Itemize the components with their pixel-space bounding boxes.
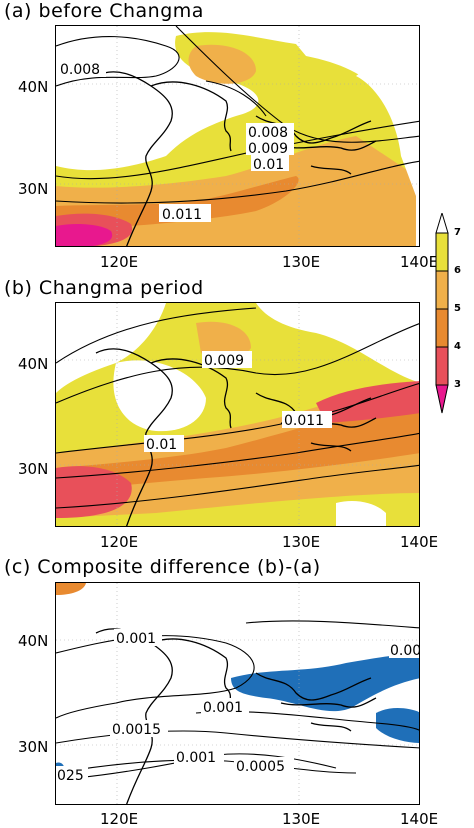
panel-a-map: 0.008 0.008 0.009 0.01 0.011 [55,25,420,247]
panel-b-lat-30n: 30N [18,460,49,478]
colorbar-segment-orange [435,308,449,348]
panel-b-contour-label-1: 0.009 [204,353,244,369]
colorbar-segment-top [435,211,449,234]
panel-b-lon-130e: 130E [282,533,321,551]
colorbar-label-4: 4 [454,341,461,352]
panel-c-title: (c) Composite difference (b)-(a) [4,556,321,578]
colorbar-segment-red [435,346,449,386]
panel-a-lat-30n: 30N [18,180,49,198]
panel-b-lat-40n: 40N [18,355,49,373]
panel-a-title: (a) before Changma [4,0,204,22]
colorbar: 7 6 5 4 3 [432,211,474,443]
panel-c-contour-label-1: 0.001 [116,631,156,647]
panel-c-contour-label-3: 0.001 [203,700,243,716]
panel-c-contour-label-2: 0.00 [390,643,420,659]
panel-b-lon-120e: 120E [100,533,139,551]
panel-a-lat-40n: 40N [18,78,49,96]
colorbar-segment-light-orange [435,270,449,310]
panel-c-contour-label-7: 0.0005 [236,759,285,775]
panel-a-contour-label-4: 0.01 [253,157,284,173]
panel-c-contour-label-6: 0.001 [176,750,216,766]
panel-a-lon-120e: 120E [100,253,139,271]
panel-a-contour-label-2: 0.008 [248,125,288,141]
panel-a-contour-label-3: 0.009 [248,141,288,157]
panel-c-map: 0.001 0.00 0.001 0.0015 025 0.001 0.0005 [55,582,420,805]
panel-b-title: (b) Changma period [4,277,204,299]
colorbar-segment-magenta [435,384,449,414]
panel-b-map: 0.009 0.011 0.01 [55,302,420,527]
panel-c-lon-130e: 130E [282,810,321,828]
panel-a-contour-label-1: 0.008 [60,62,100,78]
panel-c-lat-40n: 40N [18,632,49,650]
panel-c-contour-label-4: 0.0015 [112,722,161,738]
panel-b-lon-140e: 140E [400,533,439,551]
colorbar-label-7: 7 [454,227,461,238]
panel-c-lat-30n: 30N [18,738,49,756]
panel-a-contour-label-5: 0.011 [162,207,202,223]
colorbar-label-6: 6 [454,265,461,276]
panel-a-lon-140e: 140E [400,253,439,271]
panel-c-contour-label-5: 025 [57,768,84,784]
panel-c-lon-140e: 140E [400,810,439,828]
panel-c-lon-120e: 120E [100,810,139,828]
colorbar-label-5: 5 [454,303,461,314]
colorbar-label-3: 3 [454,379,461,390]
colorbar-segment-yellow [435,232,449,272]
panel-b-contour-label-3: 0.01 [146,437,177,453]
panel-b-contour-label-2: 0.011 [284,413,324,429]
panel-a-lon-130e: 130E [282,253,321,271]
